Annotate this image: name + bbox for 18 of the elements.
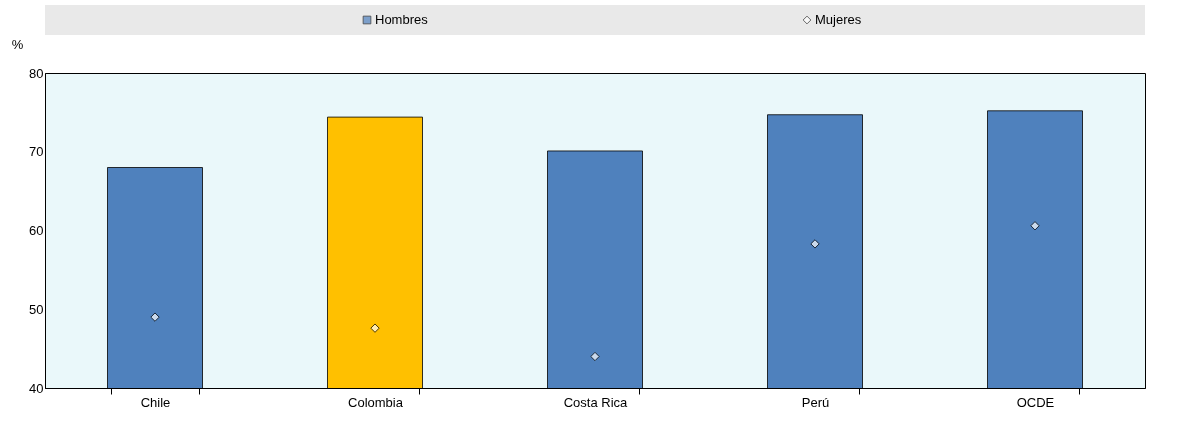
y-tick-label: 80 bbox=[29, 65, 44, 81]
y-tick-label: 50 bbox=[29, 301, 44, 317]
point bbox=[1030, 221, 1040, 231]
x-tick-label: Chile bbox=[140, 394, 171, 410]
y-tick-label: 40 bbox=[29, 380, 44, 396]
point bbox=[370, 323, 380, 333]
point bbox=[810, 239, 820, 249]
x-tick-label: Colombia bbox=[348, 394, 404, 410]
x-tick-label: Perú bbox=[801, 394, 830, 410]
y-tick-label: 60 bbox=[29, 223, 44, 238]
x-tick-label: OCDE bbox=[1016, 394, 1055, 410]
y-tick-label: 70 bbox=[29, 144, 44, 160]
point bbox=[150, 312, 160, 322]
y-axis-title: % bbox=[11, 36, 24, 52]
point bbox=[590, 351, 600, 362]
legend-label: Hombres bbox=[375, 12, 429, 27]
x-tick-label: Costa Rica bbox=[563, 394, 629, 410]
legend-label: Mujeres bbox=[815, 12, 862, 27]
